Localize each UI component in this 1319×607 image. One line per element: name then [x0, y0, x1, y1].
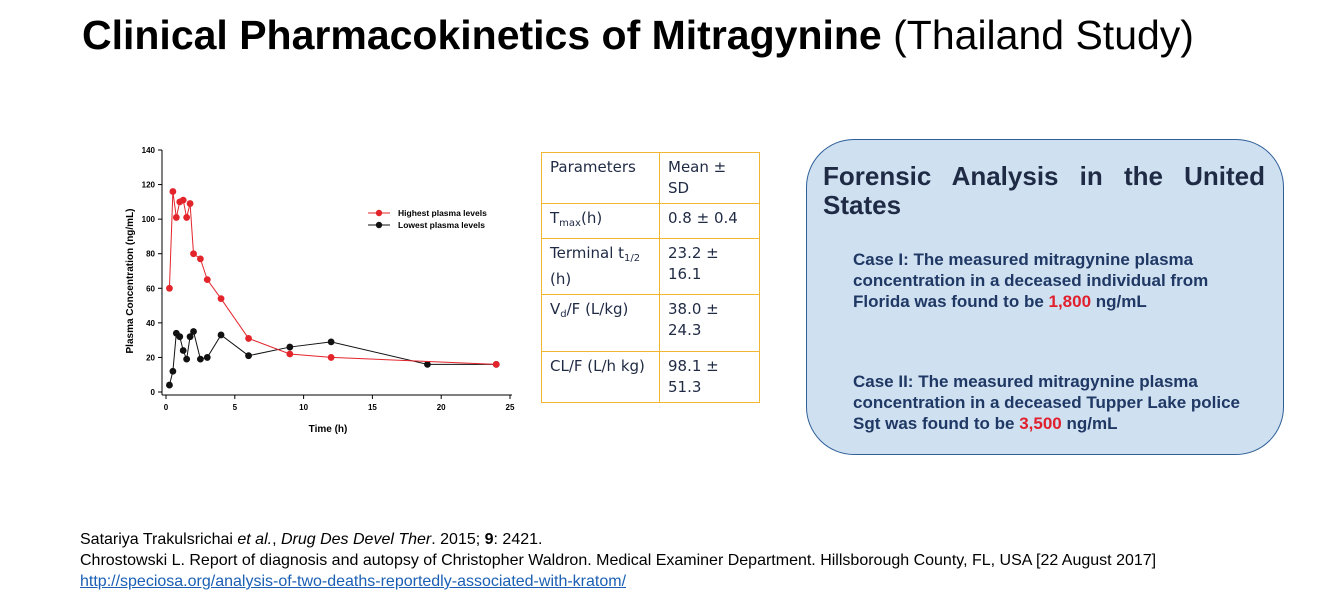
data-point-highest — [197, 255, 204, 263]
data-point-lowest — [179, 347, 187, 354]
reference-link[interactable]: http://speciosa.org/analysis-of-two-deat… — [80, 573, 627, 590]
forensic-analysis-box: Forensic Analysis in the United States C… — [806, 139, 1284, 455]
data-point-highest — [286, 350, 294, 358]
pk-line-chart: 0 20 40 60 80 100 120 140 0 5 10 15 20 25 Time (h) Plas… — [125, 146, 515, 435]
data-point-lowest — [169, 367, 177, 375]
table-cell-value: 98.1 ± 51.3 — [659, 351, 760, 403]
data-point-lowest — [166, 381, 173, 389]
case-2-concentration: 3,500 — [1019, 414, 1062, 433]
y-tick-label: 40 — [146, 319, 155, 328]
table-cell-value: 0.8 ± 0.4 — [659, 203, 760, 239]
references: Satariya Trakulsrichai et al., Drug Des … — [80, 529, 1280, 592]
data-point-highest — [217, 295, 225, 303]
x-axis-label: Time (h) — [309, 424, 348, 435]
data-point-lowest — [217, 331, 225, 339]
table-row: Vd/F (L/kg) 38.0 ± 24.3 — [541, 294, 760, 352]
forensic-case-2: Case II: The measured mitragynine plasma… — [853, 372, 1241, 433]
x-tick-label: 25 — [506, 403, 515, 412]
data-point-lowest — [186, 333, 194, 341]
table-cell-parameter: Tmax(h) — [541, 203, 660, 239]
y-axis-label: Plasma Concentration (ng/mL) — [125, 208, 136, 353]
table-header-mean-sd: Mean ± SD — [659, 152, 760, 204]
data-point-lowest — [197, 355, 204, 363]
data-point-highest — [166, 284, 173, 292]
x-tick-label: 15 — [368, 403, 377, 412]
forensic-case-1: Case I: The measured mitragynine plasma … — [853, 250, 1209, 311]
data-point-highest — [172, 214, 180, 221]
data-point-lowest — [424, 360, 431, 368]
data-point-highest — [203, 276, 211, 284]
legend-label: Highest plasma levels — [398, 208, 487, 218]
data-point-lowest — [183, 355, 191, 363]
table-cell-parameter: CL/F (L/h kg) — [541, 351, 660, 403]
x-tick-label: 5 — [233, 403, 238, 412]
table-cell-value: 23.2 ± 16.1 — [659, 238, 760, 295]
data-point-lowest — [286, 343, 294, 351]
slide-title-main: Clinical Pharmacokinetics of Mitragynine — [82, 12, 882, 58]
data-point-lowest — [203, 354, 211, 361]
y-tick-label: 120 — [142, 181, 156, 190]
table-row: Terminal t1/2 (h) 23.2 ± 16.1 — [541, 238, 760, 295]
y-tick-label: 0 — [151, 388, 156, 397]
pk-parameters-table: Parameters Mean ± SD Tmax(h) 0.8 ± 0.4 T… — [541, 152, 760, 403]
x-tick-label: 0 — [164, 403, 169, 412]
data-point-lowest — [176, 333, 184, 341]
slide-title: Clinical Pharmacokinetics of Mitragynine… — [82, 10, 1282, 60]
x-tick-label: 20 — [437, 403, 446, 412]
data-point-highest — [492, 360, 500, 368]
table-row: CL/F (L/h kg) 98.1 ± 51.3 — [541, 351, 760, 403]
table-cell-parameter: Terminal t1/2 (h) — [541, 238, 660, 295]
x-tick-label: 10 — [299, 403, 308, 412]
reference-2: Chrostowski L. Report of diagnosis and a… — [80, 552, 1157, 590]
legend-marker — [375, 221, 383, 229]
data-point-highest — [169, 188, 177, 195]
case-1-concentration: 1,800 — [1048, 292, 1092, 311]
data-point-highest — [186, 200, 194, 207]
table-header-row: Parameters Mean ± SD — [541, 152, 760, 204]
data-point-highest — [183, 214, 191, 221]
y-tick-label: 80 — [146, 250, 155, 259]
data-point-lowest — [245, 352, 252, 360]
data-point-highest — [327, 354, 335, 361]
legend-label: Lowest plasma levels — [398, 220, 485, 230]
data-point-lowest — [190, 328, 197, 335]
data-point-lowest — [327, 338, 335, 346]
y-tick-label: 60 — [146, 284, 155, 293]
legend-marker — [375, 209, 383, 217]
data-point-highest — [190, 250, 197, 258]
table-header-parameters: Parameters — [541, 152, 660, 204]
data-point-highest — [179, 196, 187, 204]
table-row: Tmax(h) 0.8 ± 0.4 — [541, 203, 760, 239]
slide-title-sub: (Thailand Study) — [893, 12, 1194, 58]
reference-1: Satariya Trakulsrichai et al., Drug Des … — [80, 531, 543, 548]
forensic-title: Forensic Analysis in the United States — [823, 161, 1265, 220]
data-point-highest — [245, 335, 252, 342]
table-cell-value: 38.0 ± 24.3 — [659, 294, 760, 352]
y-tick-label: 140 — [142, 146, 156, 155]
y-tick-label: 100 — [142, 215, 156, 224]
y-tick-label: 20 — [146, 353, 155, 362]
table-cell-parameter: Vd/F (L/kg) — [541, 294, 660, 352]
